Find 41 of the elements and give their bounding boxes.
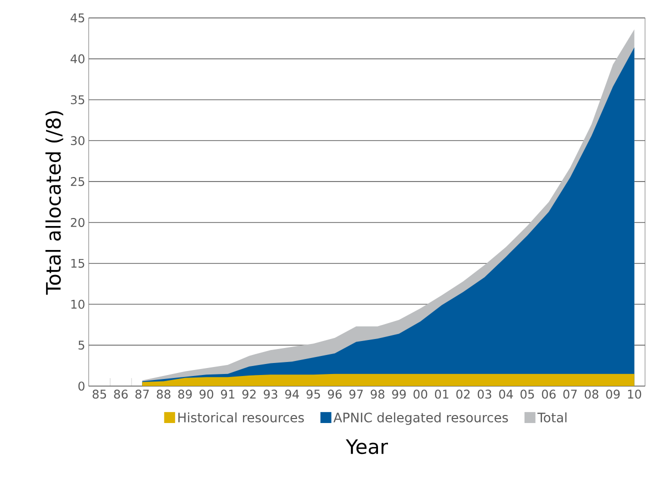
x-tick-label: 95 [306,390,320,399]
x-tick-label: 88 [156,390,170,399]
x-tick-label: 10 [628,390,642,399]
legend-label: Total [537,412,566,423]
x-tick-label: 09 [606,390,620,399]
x-tick-label: 01 [434,390,448,399]
y-tick-label: 40 [70,54,84,64]
x-tick-label: 99 [392,390,406,399]
x-tick-label: 91 [220,390,234,399]
y-tick-label: 30 [70,136,84,146]
x-tick-label: 97 [349,390,363,399]
y-tick-label: 25 [70,177,84,186]
x-tick-label: 05 [520,390,534,399]
x-tick-label: 96 [328,390,342,399]
x-tick-label: 06 [542,390,556,399]
y-axis-title: Total allocated (/8) [45,111,64,295]
x-tick-label: 98 [370,390,384,399]
x-tick-label: 07 [563,390,577,399]
x-tick-label: 92 [242,390,256,399]
x-tick-label: 08 [584,390,598,399]
x-tick-label: 00 [414,390,428,399]
x-tick-label: 94 [285,390,299,399]
x-axis-title: Year [346,439,388,454]
legend-label: APNIC delegated resources [333,412,508,426]
y-tick-label: 15 [71,259,84,268]
y-tick-label: 0 [78,382,84,391]
y-tick-label: 35 [70,95,84,104]
x-tick-label: 93 [264,390,278,399]
x-tick-label: 90 [200,390,214,399]
x-tick-label: 03 [478,390,492,399]
x-tick-label: 87 [135,390,149,399]
x-tick-label: 85 [92,390,106,399]
x-tick-label: 02 [456,390,470,399]
y-tick-label: 10 [71,300,84,309]
y-tick-label: 45 [70,14,84,23]
legend-label: Historical resources [178,412,304,423]
y-tick-label: 5 [78,340,84,350]
x-tick-label: 04 [499,390,513,399]
x-tick-label: 89 [178,390,192,399]
x-tick-label: 86 [114,390,128,399]
y-tick-label: 20 [70,218,84,228]
